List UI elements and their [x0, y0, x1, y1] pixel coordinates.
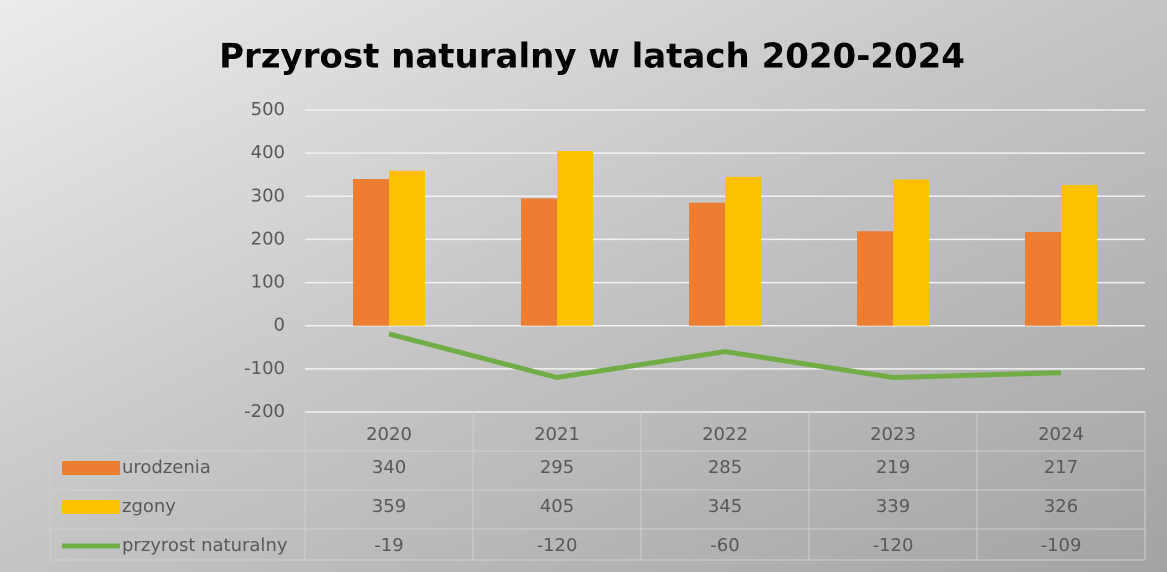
table-value: 405 [540, 496, 574, 517]
x-tick-label: 2024 [1038, 424, 1084, 445]
y-tick-label: 100 [251, 272, 285, 293]
x-tick-label: 2022 [702, 424, 748, 445]
table-value: 217 [1044, 457, 1078, 478]
table-value: 339 [876, 496, 910, 517]
table-value: 326 [1044, 496, 1078, 517]
chart-title: Przyrost naturalny w latach 2020-2024 [219, 37, 965, 77]
legend-label: zgony [122, 496, 176, 517]
table-value: -60 [710, 535, 739, 556]
bar [521, 198, 557, 326]
table-value: -109 [1041, 535, 1082, 556]
bar [725, 176, 761, 326]
table-value: 219 [876, 457, 910, 478]
line [388, 331, 1062, 380]
bar [1061, 185, 1097, 326]
y-tick-label: 300 [251, 185, 285, 206]
y-tick-label: 200 [251, 228, 285, 249]
bar [389, 170, 425, 326]
table-value: -120 [873, 535, 914, 556]
table-value: 340 [372, 457, 406, 478]
table-value: -19 [374, 535, 403, 556]
table-value: -120 [537, 535, 578, 556]
table-value: 295 [540, 457, 574, 478]
y-tick-label: 400 [251, 142, 285, 163]
x-tick-label: 2020 [366, 424, 412, 445]
bar [857, 231, 893, 326]
bar [893, 179, 929, 326]
table-value: 345 [708, 496, 742, 517]
x-tick-label: 2023 [870, 424, 916, 445]
y-tick-label: -200 [244, 401, 285, 422]
y-tick-label: -100 [244, 358, 285, 379]
bar [353, 179, 389, 326]
legend-key [62, 461, 120, 475]
bar [557, 150, 593, 326]
bar [689, 202, 725, 326]
legend-key [62, 500, 120, 514]
y-tick-label: 0 [274, 315, 285, 336]
y-tick-label: 500 [251, 99, 285, 120]
legend-label: urodzenia [122, 457, 211, 478]
table-value: 359 [372, 496, 406, 517]
bar [1025, 232, 1061, 326]
table-value: 285 [708, 457, 742, 478]
x-tick-label: 2021 [534, 424, 580, 445]
legend-label: przyrost naturalny [122, 535, 288, 556]
